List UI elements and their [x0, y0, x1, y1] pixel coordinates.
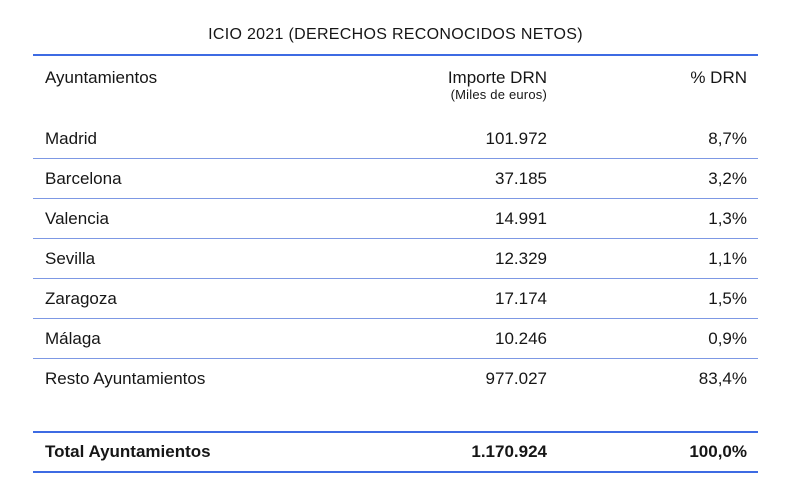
table-row-resto-ayuntamientos: Resto Ayuntamientos 977.027 83,4%	[33, 359, 758, 399]
row-importe: 12.329	[495, 248, 547, 268]
header-importe-drn-label: Importe DRN	[447, 68, 547, 87]
row-importe: 17.174	[495, 288, 547, 308]
row-importe: 977.027	[485, 369, 547, 388]
table-row-madrid: Madrid 101.972 8,7%	[33, 119, 758, 159]
table-row-sevilla: Sevilla 12.329 1,1%	[33, 239, 758, 279]
header-importe-drn-unit: (Miles de euros)	[450, 87, 547, 102]
table-row-valencia: Valencia 14.991 1,3%	[33, 199, 758, 239]
row-label: Sevilla	[45, 248, 96, 268]
row-pct: 0,9%	[708, 328, 747, 348]
table-total-row: Total Ayuntamientos 1.170.924 100,0%	[33, 431, 758, 473]
table-row-zaragoza: Zaragoza 17.174 1,5%	[33, 279, 758, 319]
row-label: Zaragoza	[45, 288, 117, 308]
row-importe: 14.991	[495, 208, 547, 228]
row-pct: 1,5%	[708, 288, 747, 308]
row-label: Madrid	[45, 128, 97, 148]
icio-table: ICIO 2021 (DERECHOS RECONOCIDOS NETOS) A…	[33, 0, 758, 473]
total-label: Total Ayuntamientos	[45, 442, 211, 461]
row-pct: 1,3%	[708, 208, 747, 228]
table-header-row: Ayuntamientos Importe DRN (Miles de euro…	[33, 56, 758, 119]
row-importe: 101.972	[485, 128, 547, 148]
row-label: Málaga	[45, 328, 101, 348]
table-row-malaga: Málaga 10.246 0,9%	[33, 319, 758, 359]
row-label: Barcelona	[45, 168, 122, 188]
table-title: ICIO 2021 (DERECHOS RECONOCIDOS NETOS)	[33, 0, 758, 56]
pre-total-spacer	[33, 399, 758, 431]
header-ayuntamientos: Ayuntamientos	[45, 68, 158, 87]
row-importe: 10.246	[495, 328, 547, 348]
header-pct-drn: % DRN	[690, 68, 747, 87]
row-pct: 1,1%	[708, 248, 747, 268]
row-pct: 83,4%	[698, 369, 747, 388]
row-label: Resto Ayuntamientos	[45, 369, 206, 388]
row-pct: 3,2%	[708, 168, 747, 188]
total-pct: 100,0%	[689, 442, 747, 461]
table-row-barcelona: Barcelona 37.185 3,2%	[33, 159, 758, 199]
total-importe: 1.170.924	[471, 442, 547, 461]
row-importe: 37.185	[495, 168, 547, 188]
header-importe-drn: Importe DRN (Miles de euros)	[358, 68, 558, 119]
row-pct: 8,7%	[708, 128, 747, 148]
row-label: Valencia	[45, 208, 109, 228]
